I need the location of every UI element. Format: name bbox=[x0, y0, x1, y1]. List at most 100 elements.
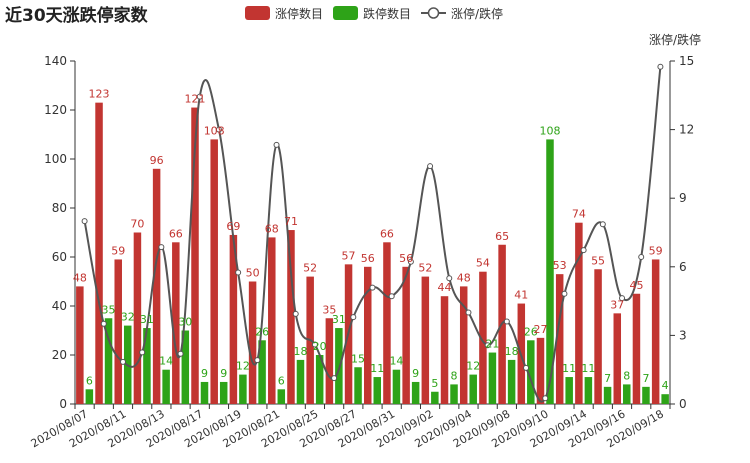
limit-up-bar bbox=[383, 242, 391, 404]
limit-down-bar bbox=[200, 381, 209, 404]
limit-up-value-label: 52 bbox=[303, 262, 317, 275]
limit-down-bar bbox=[431, 391, 439, 404]
ratio-point bbox=[100, 320, 107, 327]
limit-up-bar bbox=[364, 266, 372, 404]
ratio-point bbox=[465, 309, 472, 316]
limit-down-bar bbox=[584, 377, 593, 404]
legend-item-ratio[interactable]: 涨停/跌停 bbox=[421, 6, 503, 21]
limit-up-bar bbox=[325, 318, 334, 404]
right-axis-tick-label: 3 bbox=[679, 328, 687, 342]
limit-up-bar bbox=[152, 168, 161, 404]
limit-down-value-label: 7 bbox=[642, 372, 649, 385]
legend-label-limit-down: 跌停数目 bbox=[363, 6, 411, 21]
limit-up-value-label: 123 bbox=[89, 88, 110, 101]
limit-up-value-label: 59 bbox=[111, 244, 125, 257]
limit-down-value-label: 18 bbox=[293, 345, 307, 358]
limit-down-bar bbox=[392, 369, 401, 404]
legend[interactable]: 涨停数目 跌停数目 涨停/跌停 bbox=[245, 6, 503, 21]
limit-up-bar bbox=[229, 234, 238, 404]
ratio-point bbox=[119, 358, 126, 365]
ratio-point bbox=[350, 314, 357, 321]
bars bbox=[76, 102, 669, 405]
ratio-point bbox=[273, 141, 280, 148]
limit-down-bar bbox=[85, 389, 94, 404]
limit-up-bar bbox=[613, 313, 622, 404]
limit-up-bar bbox=[191, 107, 199, 405]
limit-up-bar bbox=[210, 139, 218, 404]
limit-down-bar bbox=[469, 374, 477, 404]
limit-up-value-label: 44 bbox=[438, 281, 452, 294]
limit-up-value-label: 56 bbox=[361, 252, 375, 265]
ratio-point bbox=[619, 295, 626, 302]
left-axis-tick-label: 80 bbox=[52, 201, 67, 215]
ratio-point bbox=[215, 126, 222, 133]
limit-down-bar bbox=[603, 386, 612, 404]
limit-up-value-label: 121 bbox=[185, 93, 206, 106]
limit-up-value-label: 59 bbox=[649, 244, 663, 257]
limit-down-value-label: 7 bbox=[604, 372, 611, 385]
limit-down-value-label: 14 bbox=[389, 355, 403, 368]
left-axis-tick-label: 60 bbox=[52, 250, 67, 264]
limit-down-value-label: 26 bbox=[524, 325, 538, 338]
limit-down-bar bbox=[258, 340, 266, 404]
legend-item-limit-down[interactable]: 跌停数目 bbox=[333, 6, 411, 21]
legend-item-limit-up[interactable]: 涨停数目 bbox=[245, 6, 323, 21]
limit-up-value-label: 108 bbox=[204, 124, 225, 137]
limit-up-value-label: 71 bbox=[284, 215, 298, 228]
limit-down-bar bbox=[623, 384, 631, 404]
limit-down-value-label: 6 bbox=[278, 374, 285, 387]
limit-up-bar bbox=[76, 286, 84, 404]
legend-swatch-limit-up bbox=[245, 6, 270, 20]
limit-down-bar bbox=[354, 367, 362, 404]
limit-down-value-label: 4 bbox=[662, 379, 669, 392]
ratio-point bbox=[427, 163, 434, 170]
limit-down-bar bbox=[546, 139, 554, 404]
limit-up-value-label: 70 bbox=[130, 218, 144, 231]
limit-up-value-label: 55 bbox=[591, 254, 605, 267]
limit-up-bar bbox=[287, 230, 295, 404]
limit-down-value-label: 32 bbox=[121, 311, 135, 324]
limit-down-value-label: 14 bbox=[159, 355, 173, 368]
chart-title: 近30天涨跌停家数 bbox=[5, 5, 149, 26]
limit-down-value-label: 20 bbox=[313, 340, 327, 353]
limit-down-value-label: 31 bbox=[140, 313, 154, 326]
legend-label-ratio: 涨停/跌停 bbox=[451, 6, 503, 21]
limit-down-value-label: 26 bbox=[255, 325, 269, 338]
right-axis-tick-label: 15 bbox=[679, 54, 694, 68]
ratio-point bbox=[446, 275, 453, 282]
limit-down-value-label: 18 bbox=[505, 345, 519, 358]
ratio-point bbox=[407, 258, 414, 265]
limit-up-value-label: 50 bbox=[246, 267, 260, 280]
limit-down-bar bbox=[162, 369, 170, 404]
limit-up-value-label: 66 bbox=[169, 227, 183, 240]
limit-down-bar bbox=[661, 394, 669, 404]
limit-up-bar bbox=[268, 237, 276, 404]
limit-up-value-label: 68 bbox=[265, 222, 279, 235]
legend-label-limit-up: 涨停数目 bbox=[275, 6, 323, 21]
limit-up-value-label: 56 bbox=[399, 252, 413, 265]
ratio-point bbox=[561, 290, 568, 297]
ratio-point bbox=[657, 63, 664, 70]
limit-down-value-label: 15 bbox=[351, 352, 365, 365]
limit-up-bar bbox=[440, 296, 449, 404]
limit-down-value-label: 12 bbox=[236, 360, 250, 373]
data-labels: 4861233559327031961466301219108969125026… bbox=[73, 88, 669, 393]
ratio-point bbox=[254, 357, 261, 364]
ratio-point bbox=[292, 310, 299, 317]
limit-down-bar bbox=[219, 381, 228, 404]
limit-down-value-label: 9 bbox=[201, 367, 208, 380]
ratio-point bbox=[484, 342, 491, 349]
limit-up-bar bbox=[114, 259, 122, 404]
ratio-point bbox=[311, 341, 318, 348]
limit-up-value-label: 37 bbox=[610, 298, 624, 311]
limit-up-bar bbox=[594, 269, 602, 404]
right-axis-label: 涨停/跌停 bbox=[649, 32, 701, 47]
ratio-point bbox=[177, 350, 184, 357]
limit-down-bar bbox=[239, 374, 247, 404]
limit-down-value-label: 11 bbox=[581, 362, 595, 375]
left-axis-tick-label: 0 bbox=[59, 397, 67, 411]
left-axis-tick-label: 40 bbox=[52, 299, 67, 313]
ratio-point bbox=[235, 269, 242, 276]
limit-down-value-label: 12 bbox=[466, 360, 480, 373]
limit-down-value-label: 9 bbox=[220, 367, 227, 380]
